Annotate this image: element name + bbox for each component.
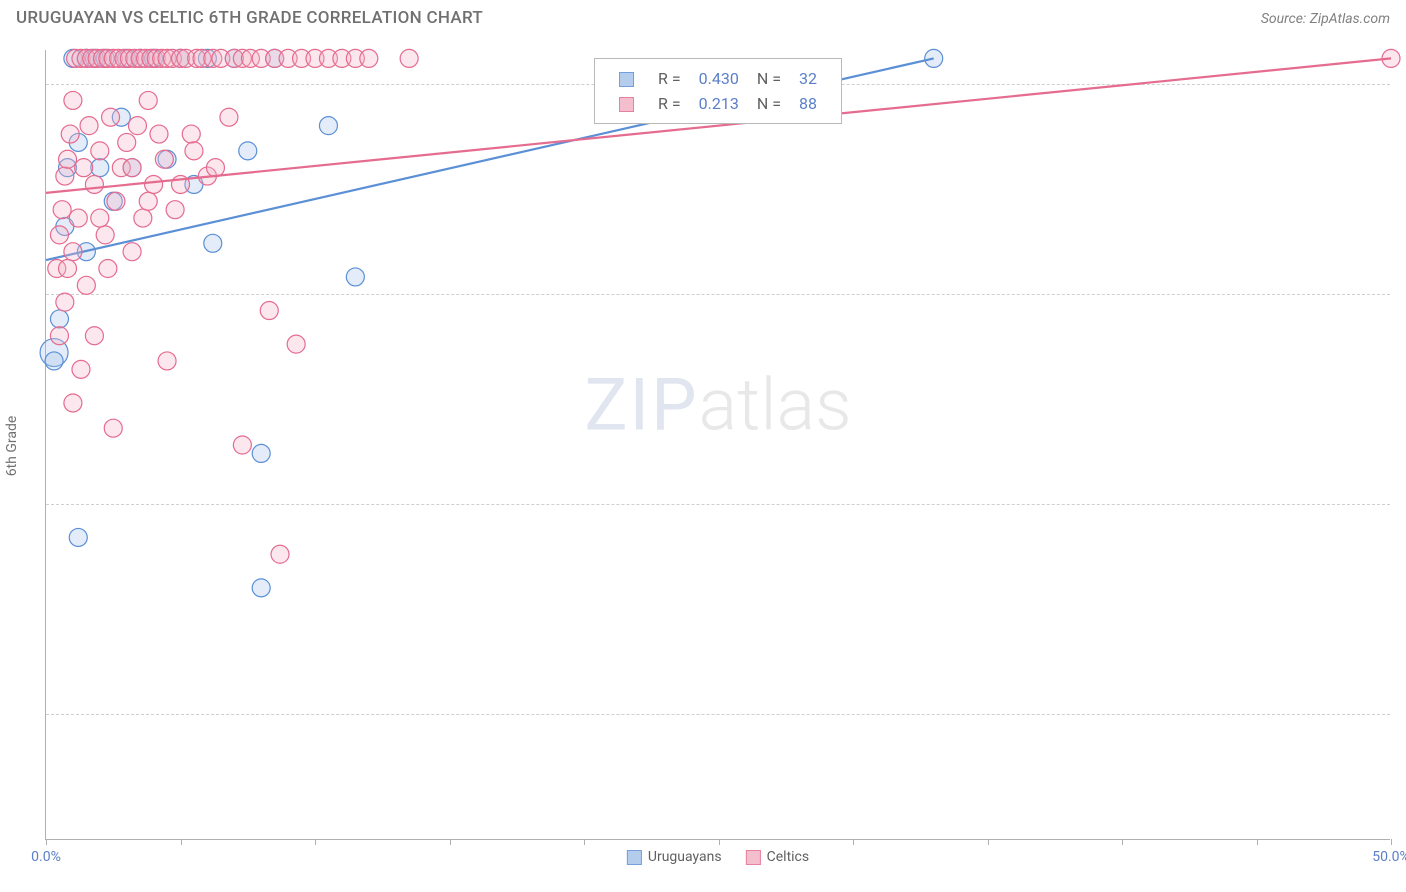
scatter-point-celtics — [64, 243, 82, 261]
scatter-point-celtics — [145, 175, 163, 193]
x-tick — [46, 839, 47, 845]
legend-stat-row-celtics: R =0.213N =88 — [611, 92, 825, 115]
scatter-point-celtics — [158, 352, 176, 370]
scatter-point-celtics — [64, 394, 82, 412]
scatter-point-celtics — [56, 293, 74, 311]
scatter-point-celtics — [155, 150, 173, 168]
scatter-point-uruguayans — [346, 268, 364, 286]
x-tick-label: 50.0% — [1372, 849, 1406, 865]
scatter-point-uruguayans — [319, 117, 337, 135]
r-label: R = — [650, 92, 689, 115]
legend-stat-row-uruguayans: R =0.430N =32 — [611, 67, 825, 90]
scatter-point-celtics — [166, 201, 184, 219]
swatch-celtics — [619, 97, 634, 112]
scatter-point-uruguayans — [204, 234, 222, 252]
chart-title: URUGUAYAN VS CELTIC 6TH GRADE CORRELATIO… — [16, 8, 483, 28]
scatter-point-celtics — [91, 209, 109, 227]
scatter-point-celtics — [400, 49, 418, 67]
scatter-point-uruguayans — [91, 159, 109, 177]
scatter-point-celtics — [85, 327, 103, 345]
scatter-point-celtics — [59, 260, 77, 278]
scatter-point-uruguayans — [69, 528, 87, 546]
x-tick-label: 0.0% — [31, 849, 61, 865]
scatter-point-celtics — [287, 335, 305, 353]
x-tick — [1257, 839, 1258, 845]
scatter-point-celtics — [59, 150, 77, 168]
x-tick — [181, 839, 182, 845]
scatter-point-celtics — [56, 167, 74, 185]
scatter-point-celtics — [271, 545, 289, 563]
n-value-uruguayans: 32 — [791, 67, 825, 90]
legend-item-uruguayans: Uruguayans — [627, 849, 722, 865]
scatter-point-uruguayans — [50, 310, 68, 328]
legend-label-celtics: Celtics — [767, 849, 809, 865]
scatter-point-celtics — [102, 108, 120, 126]
scatter-point-celtics — [72, 360, 90, 378]
scatter-point-celtics — [99, 260, 117, 278]
legend-bottom: Uruguayans Celtics — [627, 849, 809, 865]
scatter-point-celtics — [85, 175, 103, 193]
source-label: Source: ZipAtlas.com — [1261, 11, 1390, 27]
x-tick — [1391, 839, 1392, 845]
x-tick — [315, 839, 316, 845]
x-tick — [450, 839, 451, 845]
scatter-point-uruguayans — [252, 444, 270, 462]
scatter-point-celtics — [260, 302, 278, 320]
x-tick — [1122, 839, 1123, 845]
r-value-uruguayans: 0.430 — [691, 67, 747, 90]
plot-svg — [46, 50, 1390, 839]
n-label: N = — [749, 67, 789, 90]
legend-label-uruguayans: Uruguayans — [648, 849, 722, 865]
legend-item-celtics: Celtics — [746, 849, 809, 865]
y-axis-label: 6th Grade — [4, 416, 20, 477]
swatch-celtics — [746, 850, 761, 865]
x-tick — [853, 839, 854, 845]
r-label: R = — [650, 67, 689, 90]
plot-wrap: ZIPatlas R =0.430N =32R =0.213N =88 Urug… — [45, 50, 1390, 840]
scatter-point-celtics — [123, 243, 141, 261]
scatter-point-celtics — [134, 209, 152, 227]
scatter-point-celtics — [233, 436, 251, 454]
scatter-point-celtics — [150, 125, 168, 143]
scatter-point-celtics — [128, 117, 146, 135]
r-value-celtics: 0.213 — [691, 92, 747, 115]
scatter-point-celtics — [182, 125, 200, 143]
n-value-celtics: 88 — [791, 92, 825, 115]
scatter-point-celtics — [206, 159, 224, 177]
scatter-point-celtics — [123, 159, 141, 177]
scatter-point-celtics — [104, 419, 122, 437]
scatter-point-celtics — [77, 276, 95, 294]
swatch-uruguayans — [627, 850, 642, 865]
scatter-point-celtics — [80, 117, 98, 135]
scatter-point-celtics — [50, 327, 68, 345]
scatter-point-celtics — [185, 142, 203, 160]
n-label: N = — [749, 92, 789, 115]
scatter-point-celtics — [107, 192, 125, 210]
scatter-point-celtics — [75, 159, 93, 177]
y-tick-label: 92.5% — [1400, 706, 1406, 722]
scatter-point-celtics — [61, 125, 79, 143]
plot-area: ZIPatlas R =0.430N =32R =0.213N =88 Urug… — [45, 50, 1390, 840]
x-tick — [584, 839, 585, 845]
swatch-uruguayans — [619, 72, 634, 87]
scatter-point-celtics — [50, 226, 68, 244]
scatter-point-celtics — [91, 142, 109, 160]
y-tick-label: 97.5% — [1400, 286, 1406, 302]
scatter-point-celtics — [139, 192, 157, 210]
scatter-point-celtics — [139, 91, 157, 109]
scatter-point-celtics — [220, 108, 238, 126]
scatter-point-uruguayans — [239, 142, 257, 160]
scatter-point-celtics — [64, 91, 82, 109]
x-tick — [719, 839, 720, 845]
scatter-point-celtics — [53, 201, 71, 219]
scatter-point-uruguayans — [925, 49, 943, 67]
legend-stats-box: R =0.430N =32R =0.213N =88 — [594, 58, 842, 124]
scatter-point-celtics — [118, 133, 136, 151]
scatter-point-celtics — [96, 226, 114, 244]
scatter-point-celtics — [360, 49, 378, 67]
scatter-point-celtics — [69, 209, 87, 227]
scatter-point-uruguayans — [45, 352, 63, 370]
x-tick — [988, 839, 989, 845]
scatter-point-uruguayans — [252, 579, 270, 597]
